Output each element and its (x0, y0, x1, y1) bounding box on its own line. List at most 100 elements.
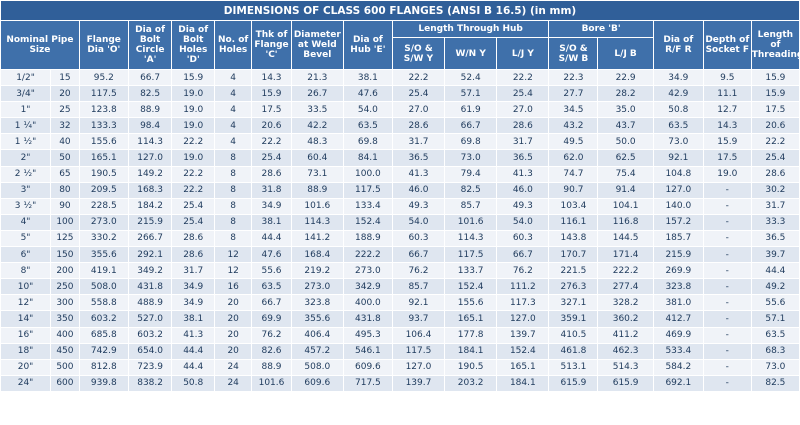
cell-bore-lj: 75.4 (597, 165, 654, 183)
cell-length-threading: 15.9 (750, 85, 800, 103)
cell-dia-rf: 104.8 (652, 165, 704, 183)
flange-dimensions-table: DIMENSIONS OF CLASS 600 FLANGES (ANSI B … (0, 0, 800, 392)
cell-dia-hub: 609.6 (342, 358, 393, 376)
table-row: 5" 125 330.2 266.7 28.6 8 44.4 141.2 188.9 60.3 11… (0, 229, 800, 248)
cell-lth-sow: 46.0 (391, 181, 446, 199)
cell-lth-sow: 60.3 (391, 229, 446, 248)
header-flange-dia: Flange Dia 'O' (78, 20, 129, 70)
cell-lth-wn: 66.7 (444, 117, 498, 135)
cell-thk-flange: 101.6 (251, 374, 292, 392)
table-body: 1/2" 15 95.2 66.7 15.9 4 14.3 21.3 38.1 22.2 52.4 2… (0, 68, 800, 392)
cell-dia-weld-bevel: 42.2 (290, 117, 344, 135)
table-row: 12" 300 558.8 488.9 34.9 20 66.7 323.8 400.0 92.1… (0, 294, 800, 312)
cell-depth-socket: - (702, 229, 752, 248)
cell-bolt-holes: 15.9 (171, 68, 216, 87)
cell-bore-lj: 28.2 (597, 85, 654, 103)
cell-bore-lj: 514.3 (597, 358, 654, 376)
cell-bore-lj: 615.9 (597, 374, 654, 392)
cell-lth-lj: 36.5 (496, 149, 550, 167)
cell-bore-sow: 410.5 (548, 326, 599, 344)
cell-bolt-holes: 19.0 (171, 149, 216, 167)
cell-flange-dia: 117.5 (78, 85, 129, 103)
cell-thk-flange: 82.6 (251, 342, 292, 360)
cell-depth-socket: 14.3 (702, 117, 752, 135)
cell-lth-wn: 79.4 (444, 165, 498, 183)
cell-bolt-circle: 654.0 (127, 342, 173, 360)
header-bolt-holes: Dia of Bolt Holes 'D' (171, 20, 216, 70)
header-bore-sow: S/O & S/W B (548, 37, 599, 70)
cell-bore-lj: 62.5 (597, 149, 654, 167)
cell-bore-sow: 62.0 (548, 149, 599, 167)
table-row: 1 ¼" 32 133.3 98.4 19.0 4 20.6 42.2 63.5 28.6 66.7… (0, 117, 800, 135)
cell-dia-hub: 47.6 (342, 85, 393, 103)
cell-no-of-holes: 4 (214, 117, 253, 135)
cell-lth-lj: 49.3 (496, 197, 550, 215)
cell-no-of-holes: 12 (214, 246, 253, 264)
cell-bore-lj: 277.4 (597, 278, 654, 296)
cell-depth-socket: 19.0 (702, 165, 752, 183)
cell-lth-sow: 139.7 (391, 374, 446, 392)
cell-lth-wn: 184.1 (444, 342, 498, 360)
cell-length-threading: 57.1 (750, 310, 800, 328)
cell-dia-hub: 152.4 (342, 213, 393, 231)
cell-nps-inch: 6" (0, 246, 52, 264)
cell-dia-weld-bevel: 609.6 (290, 374, 344, 392)
cell-lth-lj: 54.0 (496, 213, 550, 231)
table-row: 14" 350 603.2 527.0 38.1 20 69.9 355.6 431.8 93.7… (0, 310, 800, 328)
cell-lth-lj: 117.3 (496, 294, 550, 312)
cell-lth-lj: 46.0 (496, 181, 550, 199)
cell-bore-sow: 221.5 (548, 262, 599, 280)
cell-no-of-holes: 4 (214, 68, 253, 87)
cell-nps-mm: 300 (50, 294, 80, 312)
cell-lth-lj: 76.2 (496, 262, 550, 280)
table-row: 18" 450 742.9 654.0 44.4 20 82.6 457.2 546.1 117.… (0, 342, 800, 360)
cell-lth-lj: 41.3 (496, 165, 550, 183)
cell-lth-wn: 52.4 (444, 68, 498, 87)
cell-bolt-holes: 22.2 (171, 133, 216, 151)
cell-depth-socket: - (702, 310, 752, 328)
cell-nps-inch: 16" (0, 326, 52, 344)
cell-bolt-holes: 34.9 (171, 294, 216, 312)
cell-bolt-circle: 184.2 (127, 197, 173, 215)
cell-bore-lj: 116.8 (597, 213, 654, 231)
cell-bolt-circle: 215.9 (127, 213, 173, 231)
cell-thk-flange: 25.4 (251, 149, 292, 167)
cell-dia-hub: 69.8 (342, 133, 393, 151)
cell-thk-flange: 63.5 (251, 278, 292, 296)
cell-no-of-holes: 8 (214, 229, 253, 248)
cell-nps-mm: 32 (50, 117, 80, 135)
cell-nps-mm: 25 (50, 101, 80, 119)
cell-dia-hub: 342.9 (342, 278, 393, 296)
cell-bore-sow: 103.4 (548, 197, 599, 215)
cell-no-of-holes: 20 (214, 342, 253, 360)
cell-bore-lj: 222.2 (597, 262, 654, 280)
cell-length-threading: 39.7 (750, 246, 800, 264)
cell-depth-socket: - (702, 197, 752, 215)
cell-dia-weld-bevel: 48.3 (290, 133, 344, 151)
cell-bolt-holes: 50.8 (171, 374, 216, 392)
cell-lth-wn: 82.5 (444, 181, 498, 199)
cell-lth-wn: 152.4 (444, 278, 498, 296)
cell-length-threading: 33.3 (750, 213, 800, 231)
cell-length-threading: 63.5 (750, 326, 800, 344)
header-lth-sow: S/O & S/W Y (391, 37, 446, 70)
cell-depth-socket: 15.9 (702, 133, 752, 151)
cell-lth-sow: 106.4 (391, 326, 446, 344)
cell-dia-rf: 50.8 (652, 101, 704, 119)
cell-thk-flange: 76.2 (251, 326, 292, 344)
cell-lth-sow: 27.0 (391, 101, 446, 119)
cell-lth-sow: 28.6 (391, 117, 446, 135)
cell-no-of-holes: 12 (214, 262, 253, 280)
cell-lth-lj: 184.1 (496, 374, 550, 392)
table-row: 16" 400 685.8 603.2 41.3 20 76.2 406.4 495.3 106.… (0, 326, 800, 344)
cell-flange-dia: 330.2 (78, 229, 129, 248)
cell-thk-flange: 15.9 (251, 85, 292, 103)
cell-bolt-circle: 723.9 (127, 358, 173, 376)
cell-bolt-holes: 44.4 (171, 342, 216, 360)
cell-flange-dia: 273.0 (78, 213, 129, 231)
cell-dia-rf: 412.7 (652, 310, 704, 328)
cell-nps-mm: 125 (50, 229, 80, 248)
header-bolt-circle: Dia of Bolt Circle 'A' (127, 20, 173, 70)
cell-thk-flange: 20.6 (251, 117, 292, 135)
cell-thk-flange: 44.4 (251, 229, 292, 248)
